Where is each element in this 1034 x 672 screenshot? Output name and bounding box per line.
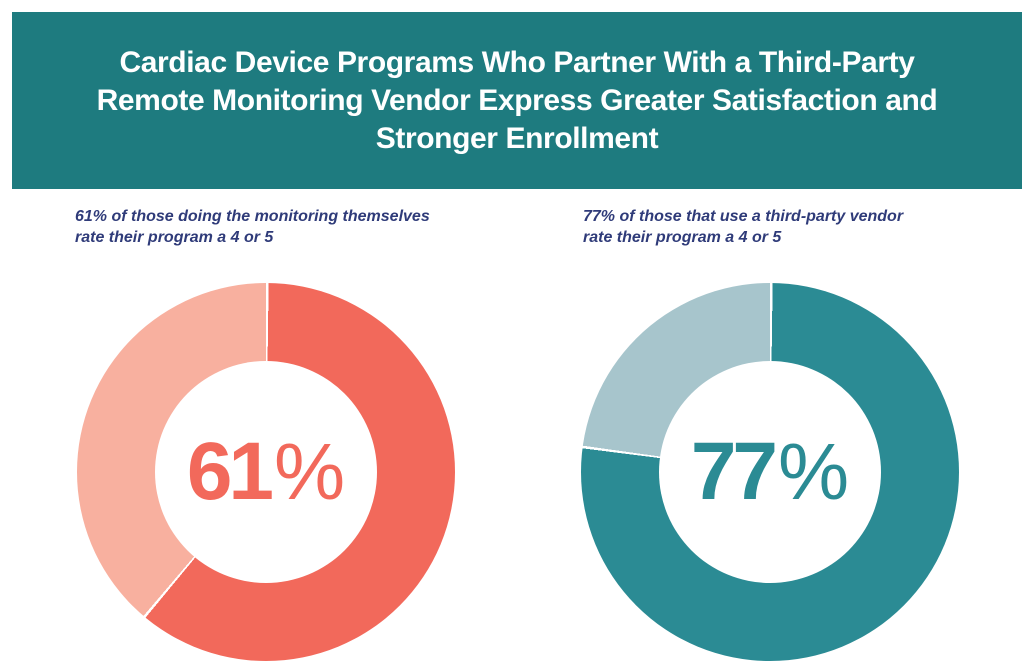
donut-percent-number: 77 <box>690 426 778 517</box>
caption-line-1: 77% of those that use a third-party vend… <box>583 208 904 225</box>
chart-caption: 77% of those that use a third-party vend… <box>583 206 1003 248</box>
caption-line-2: rate their program a 4 or 5 <box>75 229 274 246</box>
donut-chart-self-monitoring: 61 % <box>77 283 455 661</box>
donut-chart-third-party-vendor: 77 % <box>581 283 959 661</box>
donut-center-label: 77 % <box>691 431 849 513</box>
donut-center-label: 61 % <box>187 431 345 513</box>
donut-percent-number: 61 <box>186 426 274 517</box>
title-line-2: Remote Monitoring Vendor Express Greater… <box>96 83 938 117</box>
page-title: Cardiac Device Programs Who Partner With… <box>97 44 938 158</box>
caption-line-1: 61% of those doing the monitoring themse… <box>75 208 430 225</box>
donut-hole: 61 % <box>155 361 377 583</box>
percent-sign-icon: % <box>778 427 850 516</box>
header-banner: Cardiac Device Programs Who Partner With… <box>12 12 1022 189</box>
donut-hole: 77 % <box>659 361 881 583</box>
title-line-3: Stronger Enrollment <box>375 121 659 155</box>
title-line-1: Cardiac Device Programs Who Partner With… <box>119 45 915 79</box>
caption-line-2: rate their program a 4 or 5 <box>583 229 782 246</box>
percent-sign-icon: % <box>274 427 346 516</box>
chart-caption: 61% of those doing the monitoring themse… <box>75 206 515 248</box>
